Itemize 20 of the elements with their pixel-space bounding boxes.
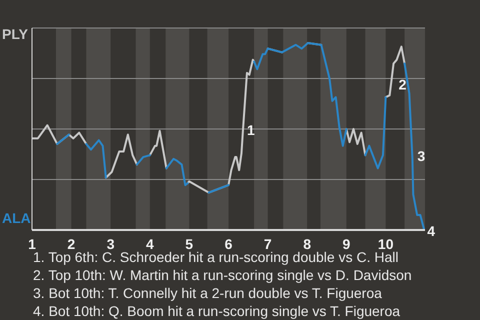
- x-tick-label: 7: [264, 236, 272, 252]
- text: PLY: [2, 26, 28, 42]
- x-tick-label: 8: [303, 236, 312, 252]
- text: ALA: [2, 210, 31, 226]
- text: 4. Bot 10th: Q. Boom hit a run-scoring single vs T. Figueroa: [33, 302, 402, 320]
- annotation: 3: [417, 148, 426, 164]
- text: 4: [427, 223, 436, 239]
- x-tick-label: 10: [378, 236, 394, 252]
- x-tick-label: 2: [67, 236, 76, 252]
- text: 1. Top 6th: C. Schroeder hit a run-scoring double vs C. Hall: [33, 249, 400, 266]
- annotation: 1: [247, 122, 256, 138]
- x-tick-label: 9: [342, 236, 350, 252]
- text: 2. Top 10th: W. Martin hit a run-scoring single vs D. Davidson: [33, 266, 412, 284]
- x-tick-label: 6: [224, 236, 233, 252]
- x-tick-label: 4: [146, 236, 154, 252]
- annotation: 2: [398, 76, 407, 93]
- x-tick-label: 3: [106, 236, 115, 252]
- x-tick-label: 1: [28, 236, 36, 252]
- x-tick-label: 5: [185, 236, 194, 252]
- text: 3. Bot 10th: T. Connelly hit a 2-run double vs T. Figueroa: [33, 284, 383, 302]
